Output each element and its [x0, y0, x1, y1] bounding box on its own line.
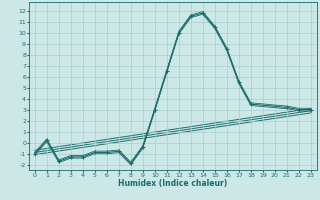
X-axis label: Humidex (Indice chaleur): Humidex (Indice chaleur): [118, 179, 228, 188]
